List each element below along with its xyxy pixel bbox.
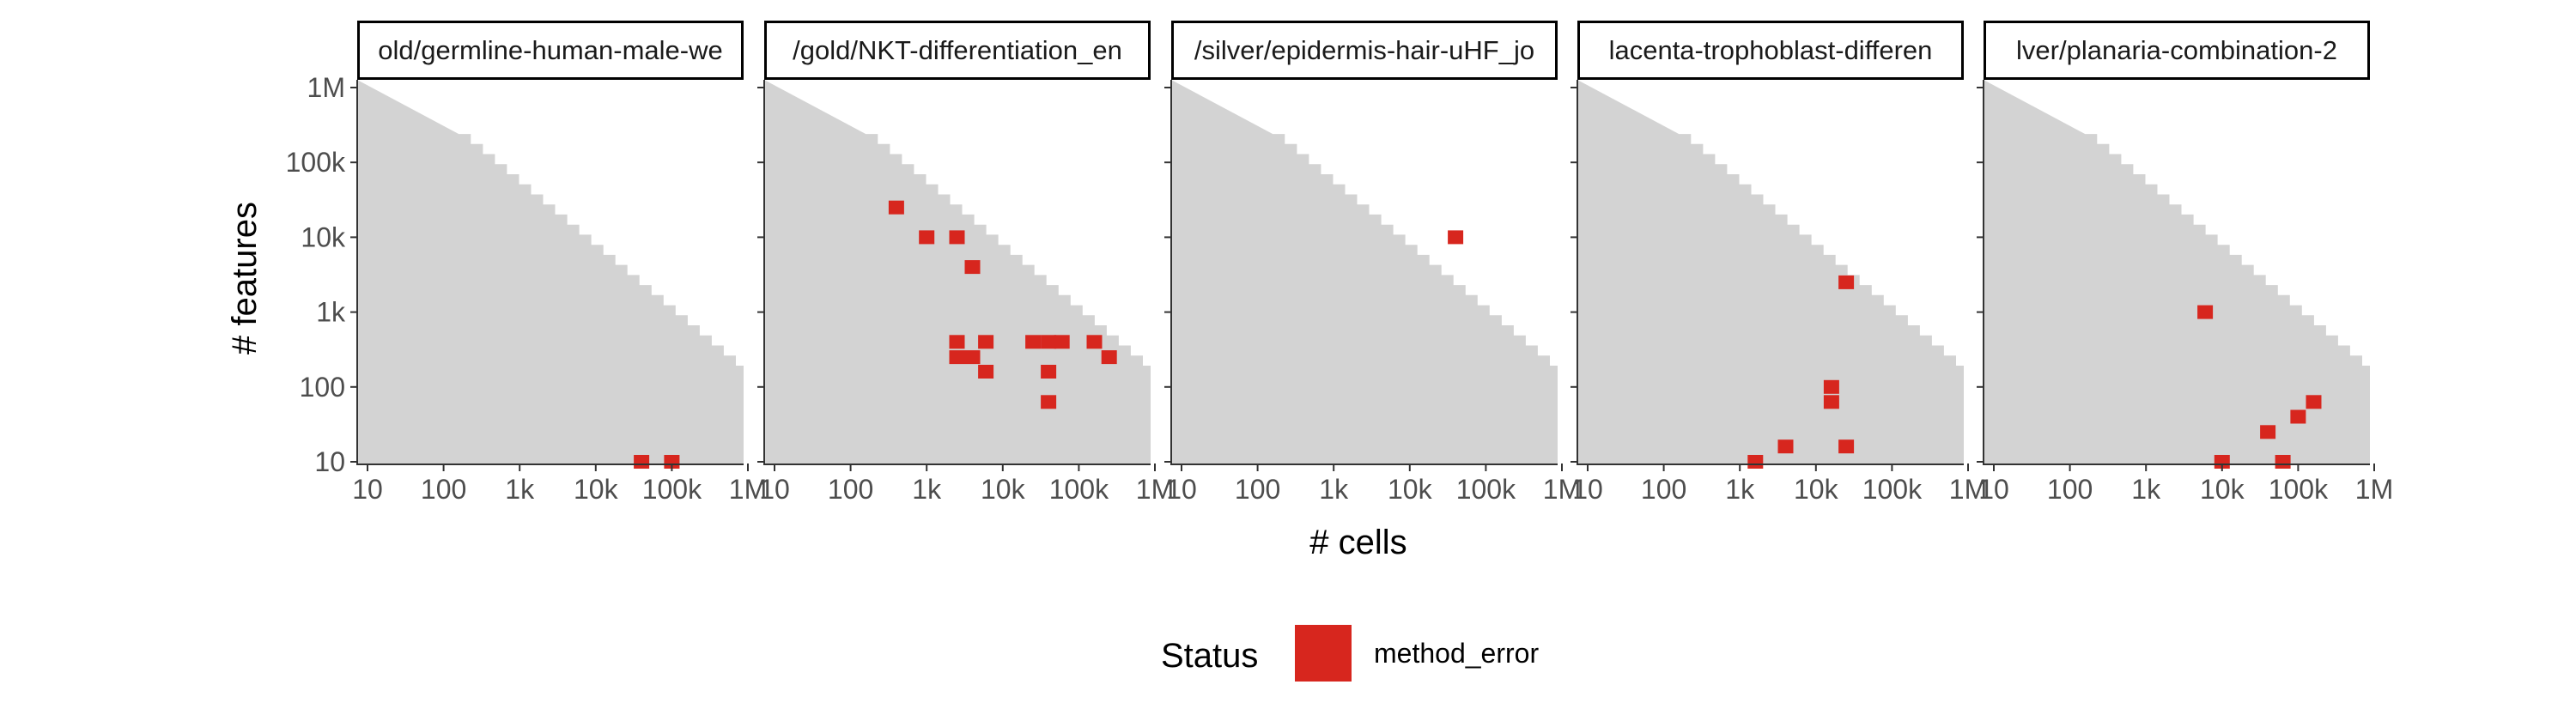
facet-strip [1984,21,2370,80]
facet-panel: old/germline-human-male-we 10 100 1k 10k 100k… [286,21,767,505]
facet-panel: /gold/NKT-differentiation_en 10 100 1k 10k 10… [757,21,1174,505]
data-cell-method-error [2197,305,2214,319]
feasible-region [1171,80,1558,464]
x-tick-label: 100 [2047,474,2093,505]
x-tick-label: 1M [2355,474,2393,505]
legend-title: Status [1161,637,1258,675]
x-tick-label: 10k [1794,474,1839,505]
data-cell-method-error [1041,335,1057,349]
data-cell-method-error [888,200,904,215]
y-tick-label: 100k [286,147,346,178]
facet-strip-label: old/germline-human-male-we [378,35,722,65]
facet-strip-label: /gold/NKT-differentiation_en [793,35,1122,65]
y-axis-title: # features [226,202,264,354]
data-cell-method-error [964,350,981,365]
data-cell-method-error [949,230,965,245]
x-tick-label: 1M [729,474,767,505]
x-tick-label: 1k [912,474,942,505]
x-tick-label: 1M [1136,474,1174,505]
x-tick-label: 10 [759,474,790,505]
x-tick-label: 1k [1319,474,1349,505]
facet-strip-label: lacenta-trophoblast-differen [1609,35,1933,65]
facet-panel: lver/planaria-combination-2 10 100 1k 10k 100… [1977,21,2393,505]
data-cell-method-error [1041,365,1057,379]
x-tick-label: 1M [1543,474,1581,505]
facet-strip [764,21,1151,80]
panels-group: old/germline-human-male-we 10 100 1k 10k 100k… [286,21,2393,505]
data-cell-method-error [2306,395,2322,409]
feasible-region [764,80,1151,464]
x-tick-label: 10k [981,474,1026,505]
data-cell-method-error [1823,395,1839,409]
data-cell-method-error [1747,455,1764,469]
x-tick-label: 100k [1049,474,1109,505]
data-cell-method-error [1823,379,1839,394]
data-cell-method-error [964,260,981,275]
data-cell-method-error [1025,335,1042,349]
data-cell-method-error [1838,439,1855,454]
x-tick-label: 10 [352,474,383,505]
x-tick-label: 100k [1456,474,1516,505]
x-tick-label: 100 [421,474,466,505]
legend-label-method-error: method_error [1374,638,1539,669]
facet-strip-label: lver/planaria-combination-2 [2016,35,2337,65]
legend: Status method_error [1161,625,1539,682]
feasible-region [357,80,744,464]
x-tick-label: 100k [2269,474,2329,505]
facet-panel: /silver/epidermis-hair-uHF_jo 10 100 1k 10k 1… [1164,21,1581,505]
data-cell-method-error [949,350,965,365]
x-tick-label: 100k [642,474,702,505]
facet-strip [1577,21,1964,80]
x-tick-label: 10 [1572,474,1603,505]
data-cell-method-error [1777,439,1794,454]
feasible-region [1984,80,2370,464]
x-tick-label: 100 [1235,474,1280,505]
data-cell-method-error [1086,335,1103,349]
y-tick-label: 10 [314,446,345,477]
x-tick-label: 10 [1978,474,2009,505]
data-cell-method-error [2275,455,2291,469]
facet-strip [1171,21,1558,80]
y-tick-label: 1k [316,297,346,328]
y-tick-label: 10k [301,221,346,252]
data-cell-method-error [1838,275,1855,289]
data-cell-method-error [978,335,994,349]
x-tick-label: 10 [1166,474,1197,505]
data-cell-method-error [2290,409,2306,424]
data-cell-method-error [949,335,965,349]
data-cell-method-error [1101,350,1117,365]
data-cell-method-error [1054,335,1070,349]
x-tick-label: 1M [1949,474,1987,505]
y-tick-label: 1M [307,72,345,103]
data-cell-method-error [1041,395,1057,409]
data-cell-method-error [2260,425,2276,439]
x-tick-label: 100 [1641,474,1686,505]
legend-key-method-error [1295,625,1352,682]
x-tick-label: 10k [574,474,619,505]
x-tick-label: 100k [1862,474,1923,505]
x-tick-label: 10k [1388,474,1433,505]
facet-panel: lacenta-trophoblast-differen 10 100 1k 10k 10… [1571,21,1987,505]
x-tick-label: 10k [2200,474,2245,505]
data-cell-method-error [919,230,935,245]
x-tick-label: 1k [2131,474,2161,505]
data-cell-method-error [1448,230,1464,245]
facet-strip-label: /silver/epidermis-hair-uHF_jo [1194,35,1534,65]
x-axis-title: # cells [1309,524,1406,561]
y-tick-label: 100 [300,372,345,403]
x-tick-label: 100 [828,474,873,505]
x-tick-label: 1k [505,474,535,505]
data-cell-method-error [634,455,650,469]
x-tick-label: 1k [1725,474,1755,505]
facet-strip [357,21,744,80]
feasible-region [1577,80,1964,464]
data-cell-method-error [978,365,994,379]
